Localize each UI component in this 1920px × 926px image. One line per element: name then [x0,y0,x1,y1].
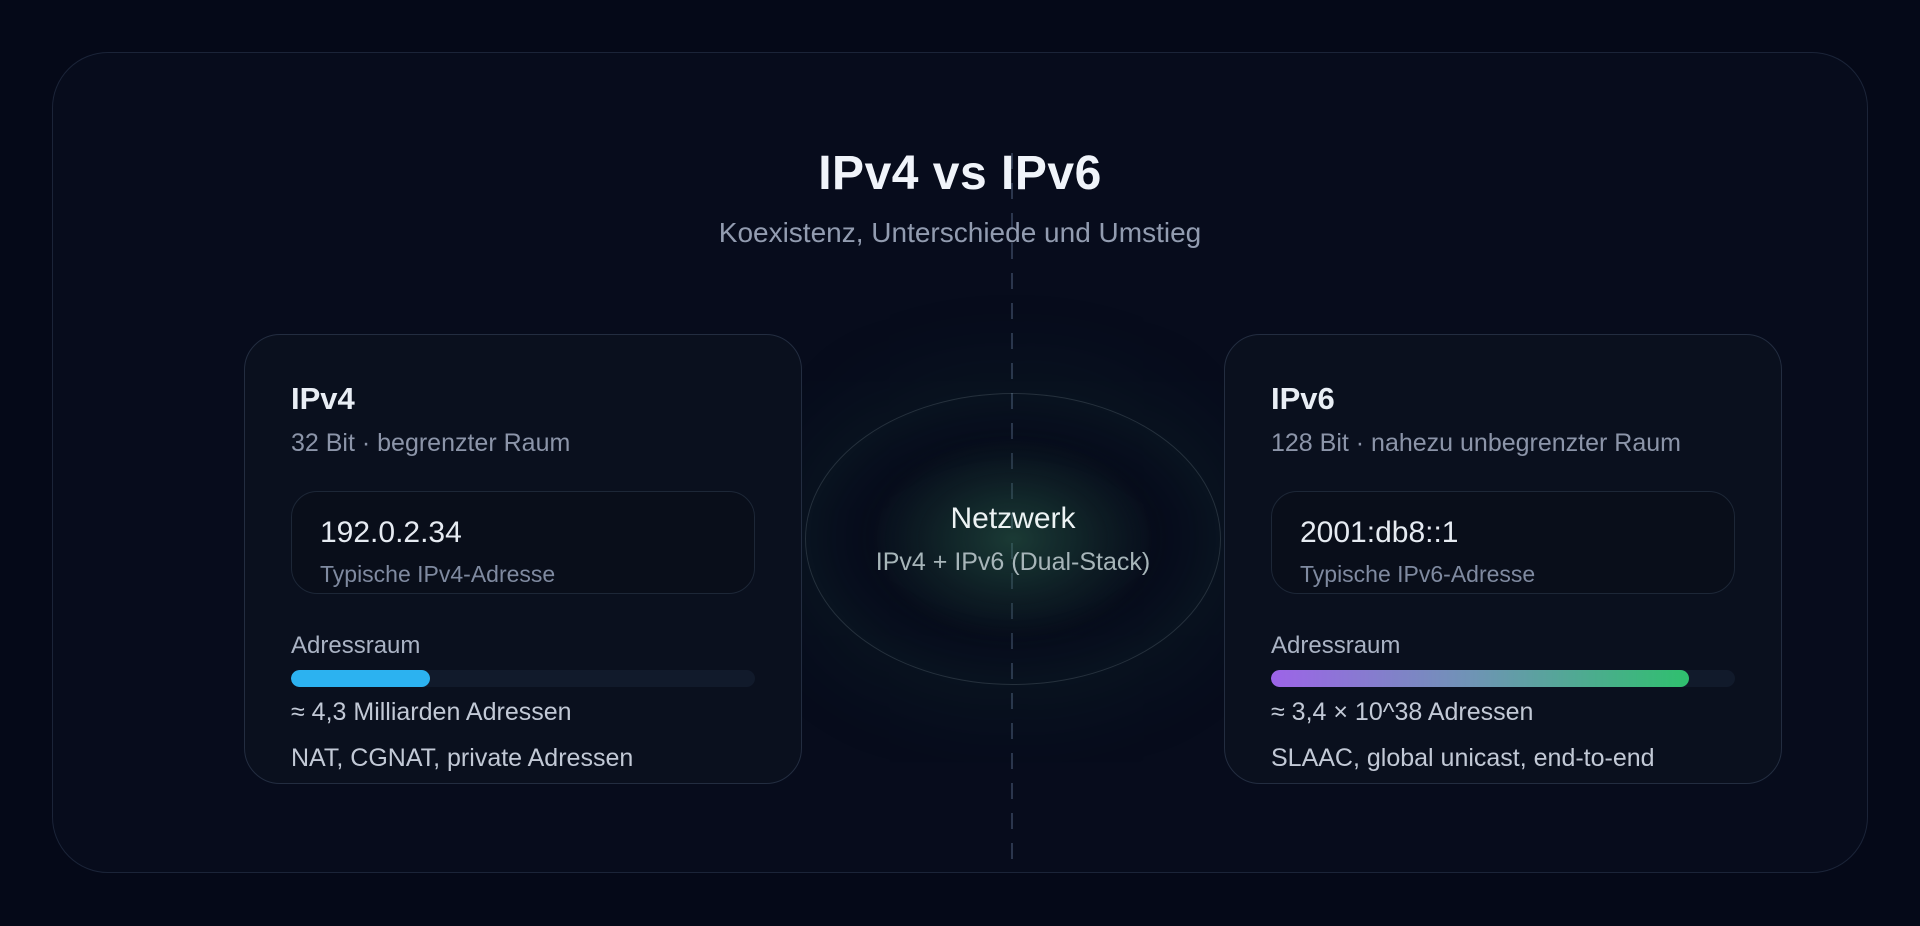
ipv4-address-box: 192.0.2.34 Typische IPv4-Adresse [291,491,755,594]
ipv4-card: IPv4 32 Bit · begrenzter Raum 192.0.2.34… [244,334,802,784]
ipv4-bar-fill [291,670,431,687]
ipv4-address-value: 192.0.2.34 [320,516,462,549]
network-subtitle: IPv4 + IPv6 (Dual-Stack) [875,547,1151,576]
page-title: IPv4 vs IPv6 [818,147,1102,200]
ipv4-card-subtitle: 32 Bit · begrenzter Raum [291,429,571,457]
ipv6-bar-fill [1271,670,1689,687]
ipv4-card-title: IPv4 [291,381,355,416]
ipv4-features: NAT, CGNAT, private Adressen [291,744,634,772]
page-subtitle: Koexistenz, Unterschiede und Umstieg [718,217,1202,248]
ipv6-card-title: IPv6 [1271,381,1335,416]
ipv6-card-subtitle: 128 Bit · nahezu unbegrenzter Raum [1271,429,1681,457]
ipv6-card: IPv6 128 Bit · nahezu unbegrenzter Raum … [1224,334,1782,784]
ipv6-address-label: Typische IPv6-Adresse [1300,561,1536,587]
ipv6-address-value: 2001:db8::1 [1300,516,1459,549]
ipv6-address-box: 2001:db8::1 Typische IPv6-Adresse [1271,491,1735,594]
main-panel: IPv4 vs IPv6 Koexistenz, Unterschiede un… [52,52,1868,873]
ipv4-bar-label: Adressraum [291,632,421,659]
ipv6-features: SLAAC, global unicast, end-to-end [1271,744,1655,772]
ipv6-bar-label: Adressraum [1271,632,1401,659]
ipv4-bar-track [291,670,755,687]
ipv6-bar-track [1271,670,1735,687]
ipv4-bar-caption: ≈ 4,3 Milliarden Adressen [291,698,572,726]
ipv4-address-label: Typische IPv4-Adresse [320,561,556,587]
network-title: Netzwerk [950,501,1076,535]
network-ellipse: Netzwerk IPv4 + IPv6 (Dual-Stack) [805,393,1221,685]
ipv6-bar-caption: ≈ 3,4 × 10^38 Adressen [1271,698,1534,726]
